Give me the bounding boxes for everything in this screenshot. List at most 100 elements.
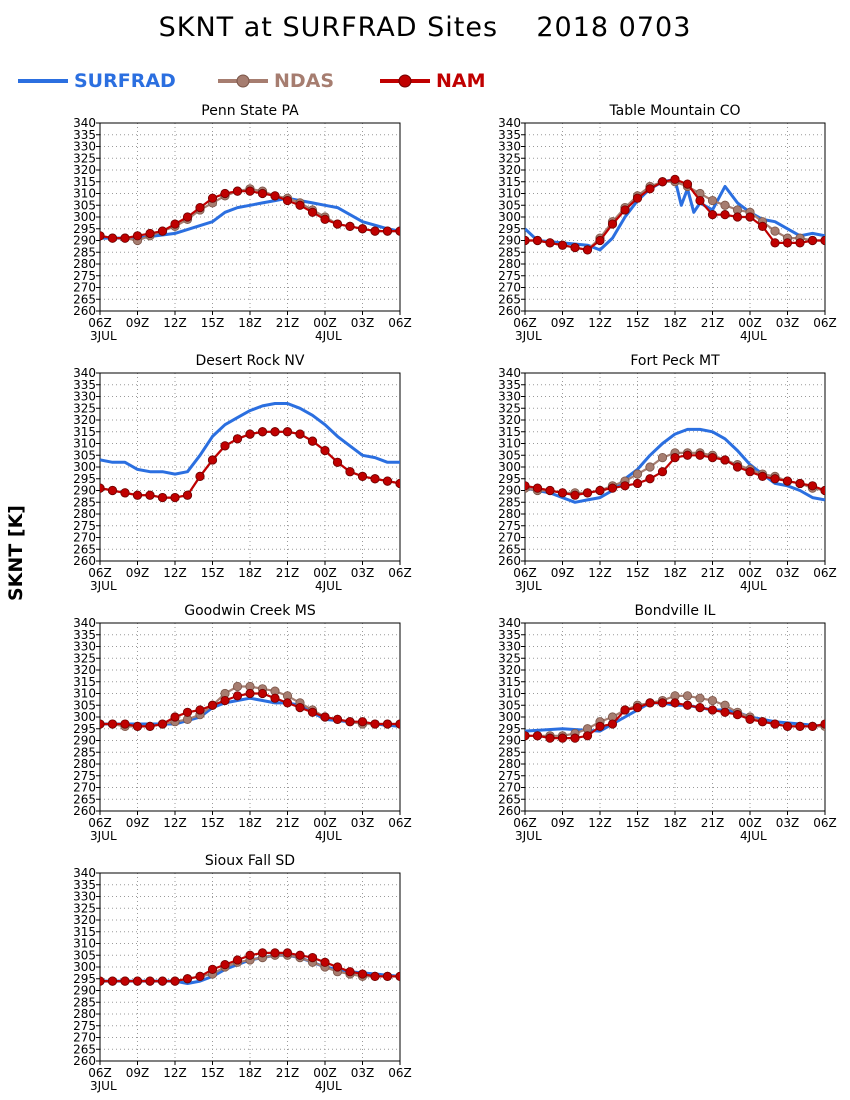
point-ndas xyxy=(770,226,780,236)
x-tick-label: 06Z xyxy=(388,1066,412,1080)
point-nam xyxy=(270,693,280,703)
y-tick-label: 295 xyxy=(73,972,96,986)
y-tick-label: 300 xyxy=(498,460,521,474)
point-ndas xyxy=(632,469,643,479)
y-tick-label: 275 xyxy=(73,519,96,533)
point-nam xyxy=(345,221,355,231)
point-nam xyxy=(145,976,155,986)
point-nam xyxy=(707,705,718,715)
point-nam xyxy=(720,210,730,220)
y-tick-label: 285 xyxy=(498,245,521,259)
y-tick-label: 270 xyxy=(498,531,521,545)
point-nam xyxy=(695,195,705,206)
y-tick-label: 285 xyxy=(73,495,96,509)
x-tick-label: 06Z xyxy=(513,316,537,330)
panel-title: Bondville IL xyxy=(635,603,716,619)
point-nam xyxy=(370,474,380,484)
point-nam xyxy=(582,245,593,255)
y-tick-label: 300 xyxy=(73,460,96,474)
point-nam xyxy=(395,226,400,236)
point-nam xyxy=(382,971,393,982)
series-group xyxy=(100,184,400,246)
series-group xyxy=(525,174,825,255)
point-nam xyxy=(182,490,193,500)
y-tick-label: 290 xyxy=(498,734,521,748)
y-tick-label: 260 xyxy=(73,804,96,818)
x-tick-label: 06Z xyxy=(813,816,837,830)
y-tick-label: 285 xyxy=(498,745,521,759)
point-nam xyxy=(682,179,693,189)
y-tick-label: 315 xyxy=(498,425,521,439)
panel-goodwin-creek-ms: Goodwin Creek MS 06Z 09Z 12Z 15Z 18Z 21Z 00Z 03Z… xyxy=(73,603,412,843)
point-nam xyxy=(145,490,155,500)
x-tick-label: 00Z xyxy=(738,816,762,830)
point-nam xyxy=(257,188,268,199)
point-nam xyxy=(545,733,555,743)
point-nam xyxy=(100,976,105,986)
y-tick-label: 295 xyxy=(73,222,96,236)
x-tick-label: 00Z xyxy=(313,1066,337,1080)
point-nam xyxy=(170,712,180,722)
y-tick-label: 335 xyxy=(498,628,521,642)
y-tick-label: 340 xyxy=(73,616,96,630)
point-nam xyxy=(232,434,243,444)
x-tick-label: 06Z xyxy=(813,316,837,330)
y-tick-label: 340 xyxy=(73,116,96,130)
x-tick-label: 09Z xyxy=(126,1066,150,1080)
point-nam xyxy=(582,488,593,498)
legend-label-surfrad: SURFRAD xyxy=(74,70,176,92)
y-tick-label: 270 xyxy=(498,281,521,295)
point-nam xyxy=(120,488,130,498)
point-nam xyxy=(295,950,305,960)
point-nam xyxy=(657,177,668,187)
x-tick-label: 06Z xyxy=(88,566,112,580)
point-nam xyxy=(132,490,143,500)
panel-sioux-fall-sd: Sioux Fall SD 06Z 09Z 12Z 15Z 18Z 21Z 00Z 03Z 06Z… xyxy=(73,853,412,1093)
point-nam xyxy=(720,707,730,717)
legend-swatch-surfrad xyxy=(18,79,68,83)
point-nam xyxy=(132,721,143,732)
x-tick-label: 21Z xyxy=(701,566,725,580)
x-tick-label: 09Z xyxy=(551,566,575,580)
series-group xyxy=(525,691,825,743)
point-nam xyxy=(657,467,668,477)
series-line-surfrad xyxy=(525,427,825,504)
x-tick-label: 15Z xyxy=(626,566,650,580)
x-tick-label: 21Z xyxy=(276,1066,300,1080)
y-tick-label: 280 xyxy=(498,257,521,271)
point-nam xyxy=(620,705,630,715)
series-group xyxy=(100,948,400,986)
x-date-label: 4JUL xyxy=(315,829,342,843)
point-nam xyxy=(807,481,818,491)
y-tick-label: 325 xyxy=(73,901,96,915)
panel-title: Sioux Fall SD xyxy=(205,853,295,869)
point-nam xyxy=(107,976,118,986)
point-nam xyxy=(595,485,605,496)
y-tick-label: 280 xyxy=(73,507,96,521)
y-tick-label: 325 xyxy=(498,401,521,415)
point-nam xyxy=(195,471,205,481)
y-tick-label: 310 xyxy=(498,687,521,701)
y-tick-label: 285 xyxy=(73,245,96,259)
x-tick-label: 06Z xyxy=(813,566,837,580)
y-tick-label: 290 xyxy=(498,234,521,248)
point-nam xyxy=(345,467,355,477)
point-nam xyxy=(525,235,530,246)
point-nam xyxy=(182,707,193,717)
y-tick-label: 280 xyxy=(498,507,521,521)
point-nam xyxy=(570,242,580,253)
point-nam xyxy=(620,481,630,491)
x-tick-label: 03Z xyxy=(351,1066,375,1080)
legend-swatch-ndas xyxy=(218,74,268,88)
y-tick-label: 280 xyxy=(73,1007,96,1021)
point-nam xyxy=(770,474,780,484)
y-tick-label: 320 xyxy=(498,163,521,177)
point-nam xyxy=(820,485,825,496)
point-nam xyxy=(820,235,825,246)
y-tick-label: 315 xyxy=(73,175,96,189)
x-tick-label: 06Z xyxy=(88,816,112,830)
plot-frame xyxy=(99,622,401,812)
point-nam xyxy=(820,719,825,729)
x-tick-label: 15Z xyxy=(201,816,225,830)
y-tick-label: 260 xyxy=(73,1054,96,1068)
